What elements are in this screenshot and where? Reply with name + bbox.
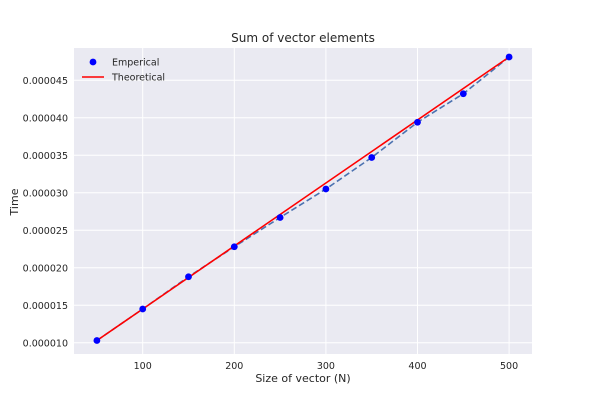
y-tick-label: 0.000015 xyxy=(23,301,68,312)
empirical-point xyxy=(368,154,376,161)
empirical-point xyxy=(185,273,192,281)
y-axis-label: Time xyxy=(8,188,21,216)
legend-label-emperical: Emperical xyxy=(112,58,159,69)
legend: Emperical Theoretical xyxy=(82,58,165,84)
y-tick-label: 0.000025 xyxy=(23,226,68,237)
y-tick-label: 0.000040 xyxy=(23,113,68,124)
chart-title: Sum of vector elements xyxy=(231,31,375,45)
x-tick-label: 300 xyxy=(317,361,335,372)
y-tick-label: 0.000020 xyxy=(23,263,68,274)
empirical-point xyxy=(93,337,101,344)
empirical-point xyxy=(276,214,284,221)
x-tick-label: 500 xyxy=(500,361,518,372)
empirical-point xyxy=(459,90,467,98)
theoretical-line xyxy=(96,56,510,342)
x-tick-label: 400 xyxy=(408,361,426,372)
series-layer xyxy=(93,53,513,344)
empirical-point xyxy=(139,305,147,313)
y-tick-label: 0.000010 xyxy=(23,338,68,349)
y-tick-label: 0.000035 xyxy=(23,151,68,162)
x-tick-label: 200 xyxy=(225,361,243,372)
empirical-point xyxy=(322,185,330,193)
grid-lines xyxy=(74,48,532,354)
x-tick-label: 100 xyxy=(134,361,152,372)
tick-labels: 100 200 300 400 500 0.000010 0.000015 0.000020 0… xyxy=(23,76,519,372)
y-tick-label: 0.000030 xyxy=(23,188,68,199)
y-tick-label: 0.000045 xyxy=(23,76,68,87)
legend-marker-emperical xyxy=(89,58,97,66)
empirical-point xyxy=(414,118,421,126)
empirical-point xyxy=(505,53,513,61)
empirical-point xyxy=(230,243,238,251)
x-axis-label: Size of vector (N) xyxy=(255,372,350,385)
legend-label-theoretical: Theoretical xyxy=(111,73,165,84)
